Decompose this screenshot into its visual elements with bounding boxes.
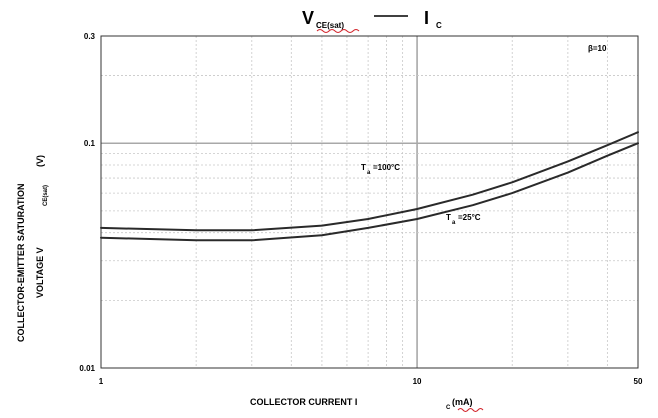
x-axis-label: COLLECTOR CURRENT I C (mA) [250, 397, 484, 412]
x-tick-label: 10 [413, 377, 422, 386]
title-squiggle [316, 29, 360, 33]
y-tick-label: 0.3 [84, 32, 96, 41]
t100-sub: a [367, 170, 371, 176]
t25-rest: =25°C [458, 213, 481, 222]
y-tick-label: 0.1 [84, 139, 96, 148]
annotation-t25: T a =25°C [446, 213, 481, 226]
chart-title: V CE(sat) I C [302, 8, 442, 33]
title-i: I [424, 8, 429, 28]
ylabel-line1: COLLECTOR-EMITTER SATURATION [16, 184, 26, 343]
t25-sub: a [452, 220, 456, 226]
x-tick-label: 50 [634, 377, 643, 386]
ylabel-line2-unit: (V) [35, 155, 45, 167]
xlabel-sub: C [446, 405, 451, 411]
ylabel-line2-sub: CE(sat) [43, 185, 49, 206]
plot-frame [100, 35, 639, 369]
title-v: V [302, 8, 314, 28]
t25-t: T [446, 213, 451, 222]
t100-t: T [361, 163, 366, 172]
beta-label: β=10 [588, 44, 607, 53]
y-tick-label: 0.01 [79, 364, 95, 373]
x-tick-label: 1 [99, 377, 104, 386]
series-layer [100, 131, 639, 242]
tick-labels: 1 10 50 0.01 0.1 0.3 [79, 32, 643, 386]
annotation-beta: β=10 [588, 44, 607, 53]
xlabel-squiggle [457, 408, 484, 412]
xlabel-prefix: COLLECTOR CURRENT I [250, 397, 357, 407]
ylabel-line2-prefix: VOLTAGE V [35, 247, 45, 298]
y-axis-label: COLLECTOR-EMITTER SATURATION VOLTAGE V C… [16, 155, 49, 342]
title-v-sub: CE(sat) [316, 21, 344, 30]
series-line-ta-25 [100, 142, 639, 242]
t100-rest: =100°C [373, 163, 400, 172]
title-i-sub: C [436, 21, 442, 30]
xlabel-unit: (mA) [452, 397, 473, 407]
grid [101, 36, 638, 368]
series-line-ta-100 [100, 131, 639, 232]
annotation-t100: T a =100°C [361, 163, 400, 176]
